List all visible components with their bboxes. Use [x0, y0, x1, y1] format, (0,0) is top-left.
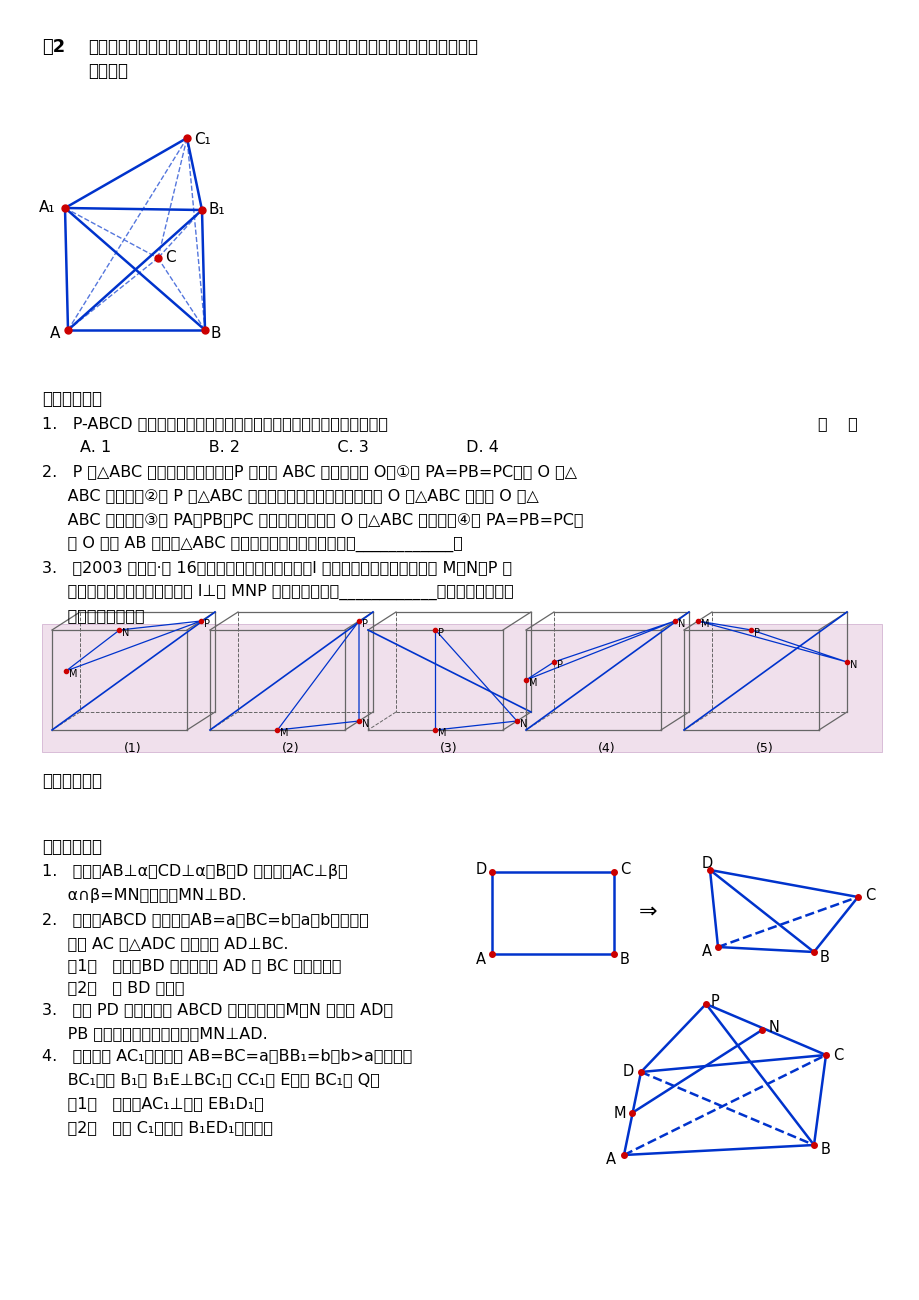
Text: N: N: [361, 719, 369, 729]
Text: N: N: [519, 719, 527, 729]
Text: P: P: [361, 619, 368, 629]
Text: 相垂直。: 相垂直。: [88, 62, 128, 81]
Text: A: A: [50, 325, 61, 341]
Text: P: P: [754, 628, 760, 638]
Text: （    ）: （ ）: [817, 416, 857, 432]
Text: C: C: [864, 888, 874, 902]
Text: N: N: [677, 619, 685, 629]
Text: B: B: [619, 952, 630, 966]
Text: 角线 AC 把△ADC 折起，使 AD⊥BC.: 角线 AC 把△ADC 折起，使 AD⊥BC.: [42, 936, 289, 952]
Text: 1.   已知：AB⊥α，CD⊥α，B、D 是垂足，AC⊥β，: 1. 已知：AB⊥α，CD⊥α，B、D 是垂足，AC⊥β，: [42, 864, 347, 879]
Text: P: P: [556, 660, 562, 670]
Text: (3): (3): [439, 742, 458, 755]
Text: 例2: 例2: [42, 38, 65, 56]
Text: (2): (2): [282, 742, 300, 755]
Text: C₁: C₁: [194, 133, 210, 147]
Text: B: B: [819, 949, 829, 965]
Text: 求证：正三棱柱三个侧面的三条两两异面的对角线中，只要有一对互相垂直，另两对也互: 求证：正三棱柱三个侧面的三条两两异面的对角线中，只要有一对互相垂直，另两对也互: [88, 38, 478, 56]
Text: 3.   （2003 全国卷·理 16）下列五个正方体图形中，l 是正方体的一条对角线，点 M、N、P 分: 3. （2003 全国卷·理 16）下列五个正方体图形中，l 是正方体的一条对角…: [42, 560, 512, 575]
Text: P: P: [438, 628, 444, 638]
Text: （2）   求 BD 的长。: （2） 求 BD 的长。: [42, 980, 185, 995]
Text: D: D: [475, 862, 487, 878]
Text: 别为其所在棱的中点，能得出 l⊥面 MNP 的图形的序号是____________。（写出所有符合: 别为其所在棱的中点，能得出 l⊥面 MNP 的图形的序号是___________…: [42, 584, 513, 601]
Bar: [42, 624, 881, 751]
Text: A: A: [701, 945, 711, 959]
Text: M: M: [700, 619, 709, 629]
Text: P: P: [204, 619, 210, 629]
Text: D: D: [622, 1065, 633, 1079]
Text: ABC 的内心；③若 PA、PB、PC 两两互相垂直，则 O 是△ABC 的垂心；④若 PA=PB=PC，: ABC 的内心；③若 PA、PB、PC 两两互相垂直，则 O 是△ABC 的垂心…: [42, 512, 583, 527]
Text: (4): (4): [597, 742, 615, 755]
Text: A. 1                   B. 2                   C. 3                   D. 4: A. 1 B. 2 C. 3 D. 4: [80, 439, 498, 455]
Text: C: C: [832, 1048, 843, 1062]
Text: D: D: [701, 857, 712, 871]
Text: 要求的图形序号）: 要求的图形序号）: [42, 608, 144, 623]
Text: 3.   已知 PD 垂直于矩形 ABCD 所在的平面，M、N 分别是 AD、: 3. 已知 PD 垂直于矩形 ABCD 所在的平面，M、N 分别是 AD、: [42, 1002, 392, 1017]
Text: C: C: [619, 862, 630, 878]
Text: 【本课小结】: 【本课小结】: [42, 772, 102, 790]
Text: 2.   P 是△ABC 所在平面外的一点，P 在平面 ABC 内的射影是 O，①若 PA=PB=PC，则 O 是△: 2. P 是△ABC 所在平面外的一点，P 在平面 ABC 内的射影是 O，①若…: [42, 464, 576, 478]
Text: BC₁，过 B₁作 B₁E⊥BC₁交 CC₁于 E，交 BC₁于 Q。: BC₁，过 B₁作 B₁E⊥BC₁交 CC₁于 E，交 BC₁于 Q。: [42, 1072, 380, 1087]
Text: A: A: [606, 1153, 616, 1167]
Text: (5): (5): [755, 742, 773, 755]
Text: A: A: [475, 952, 485, 966]
Text: C: C: [165, 251, 176, 265]
Text: (1): (1): [124, 742, 142, 755]
Text: M: M: [438, 728, 447, 738]
Text: 2.   如图，ABCD 是矩形，AB=a，BC=b（a＞b），沿对: 2. 如图，ABCD 是矩形，AB=a，BC=b（a＞b），沿对: [42, 913, 369, 927]
Text: M: M: [280, 728, 289, 738]
Text: 且 O 在边 AB 上，则△ABC 是直角三角形。正确的命题是____________。: 且 O 在边 AB 上，则△ABC 是直角三角形。正确的命题是_________…: [42, 536, 462, 552]
Text: 【课后作业】: 【课后作业】: [42, 838, 102, 855]
Text: P: P: [710, 994, 719, 1010]
Text: M: M: [69, 670, 77, 679]
Text: 1.   P-ABCD 是四棱锥，则四个侧面三角形中为直角三角形的最多个数为: 1. P-ABCD 是四棱锥，则四个侧面三角形中为直角三角形的最多个数为: [42, 416, 388, 432]
Text: B: B: [210, 325, 221, 341]
Text: M: M: [613, 1105, 626, 1121]
Text: A₁: A₁: [39, 200, 55, 216]
Text: （2）   求点 C₁到平面 B₁ED₁的距离。: （2） 求点 C₁到平面 B₁ED₁的距离。: [42, 1121, 273, 1135]
Text: ⇒: ⇒: [638, 902, 656, 922]
Text: N: N: [849, 660, 857, 670]
Text: B: B: [820, 1143, 830, 1157]
Text: （1）   求证：AC₁⊥平面 EB₁D₁；: （1） 求证：AC₁⊥平面 EB₁D₁；: [42, 1096, 264, 1111]
Text: PB 的中点（如图），求证：MN⊥AD.: PB 的中点（如图），求证：MN⊥AD.: [42, 1026, 267, 1041]
Text: 4.   在长方体 AC₁中，已知 AB=BC=a，BB₁=b（b>a），连结: 4. 在长方体 AC₁中，已知 AB=BC=a，BB₁=b（b>a），连结: [42, 1048, 412, 1063]
Text: M: M: [528, 679, 537, 688]
Text: α∩β=MN，求证：MN⊥BD.: α∩β=MN，求证：MN⊥BD.: [42, 888, 246, 904]
Text: B₁: B₁: [209, 203, 225, 217]
Text: N: N: [122, 628, 130, 638]
Text: ABC 的外心；②若 P 到△ABC 的三边所在直线的距离相等，且 O 在△ABC 内，则 O 是△: ABC 的外心；②若 P 到△ABC 的三边所在直线的距离相等，且 O 在△AB…: [42, 488, 539, 503]
Text: 【巩固练习】: 【巩固练习】: [42, 390, 102, 408]
Text: N: N: [768, 1020, 779, 1036]
Text: （1）   求证：BD 是异面直线 AD 与 BC 的公垂线；: （1） 求证：BD 是异面直线 AD 与 BC 的公垂线；: [42, 958, 341, 972]
